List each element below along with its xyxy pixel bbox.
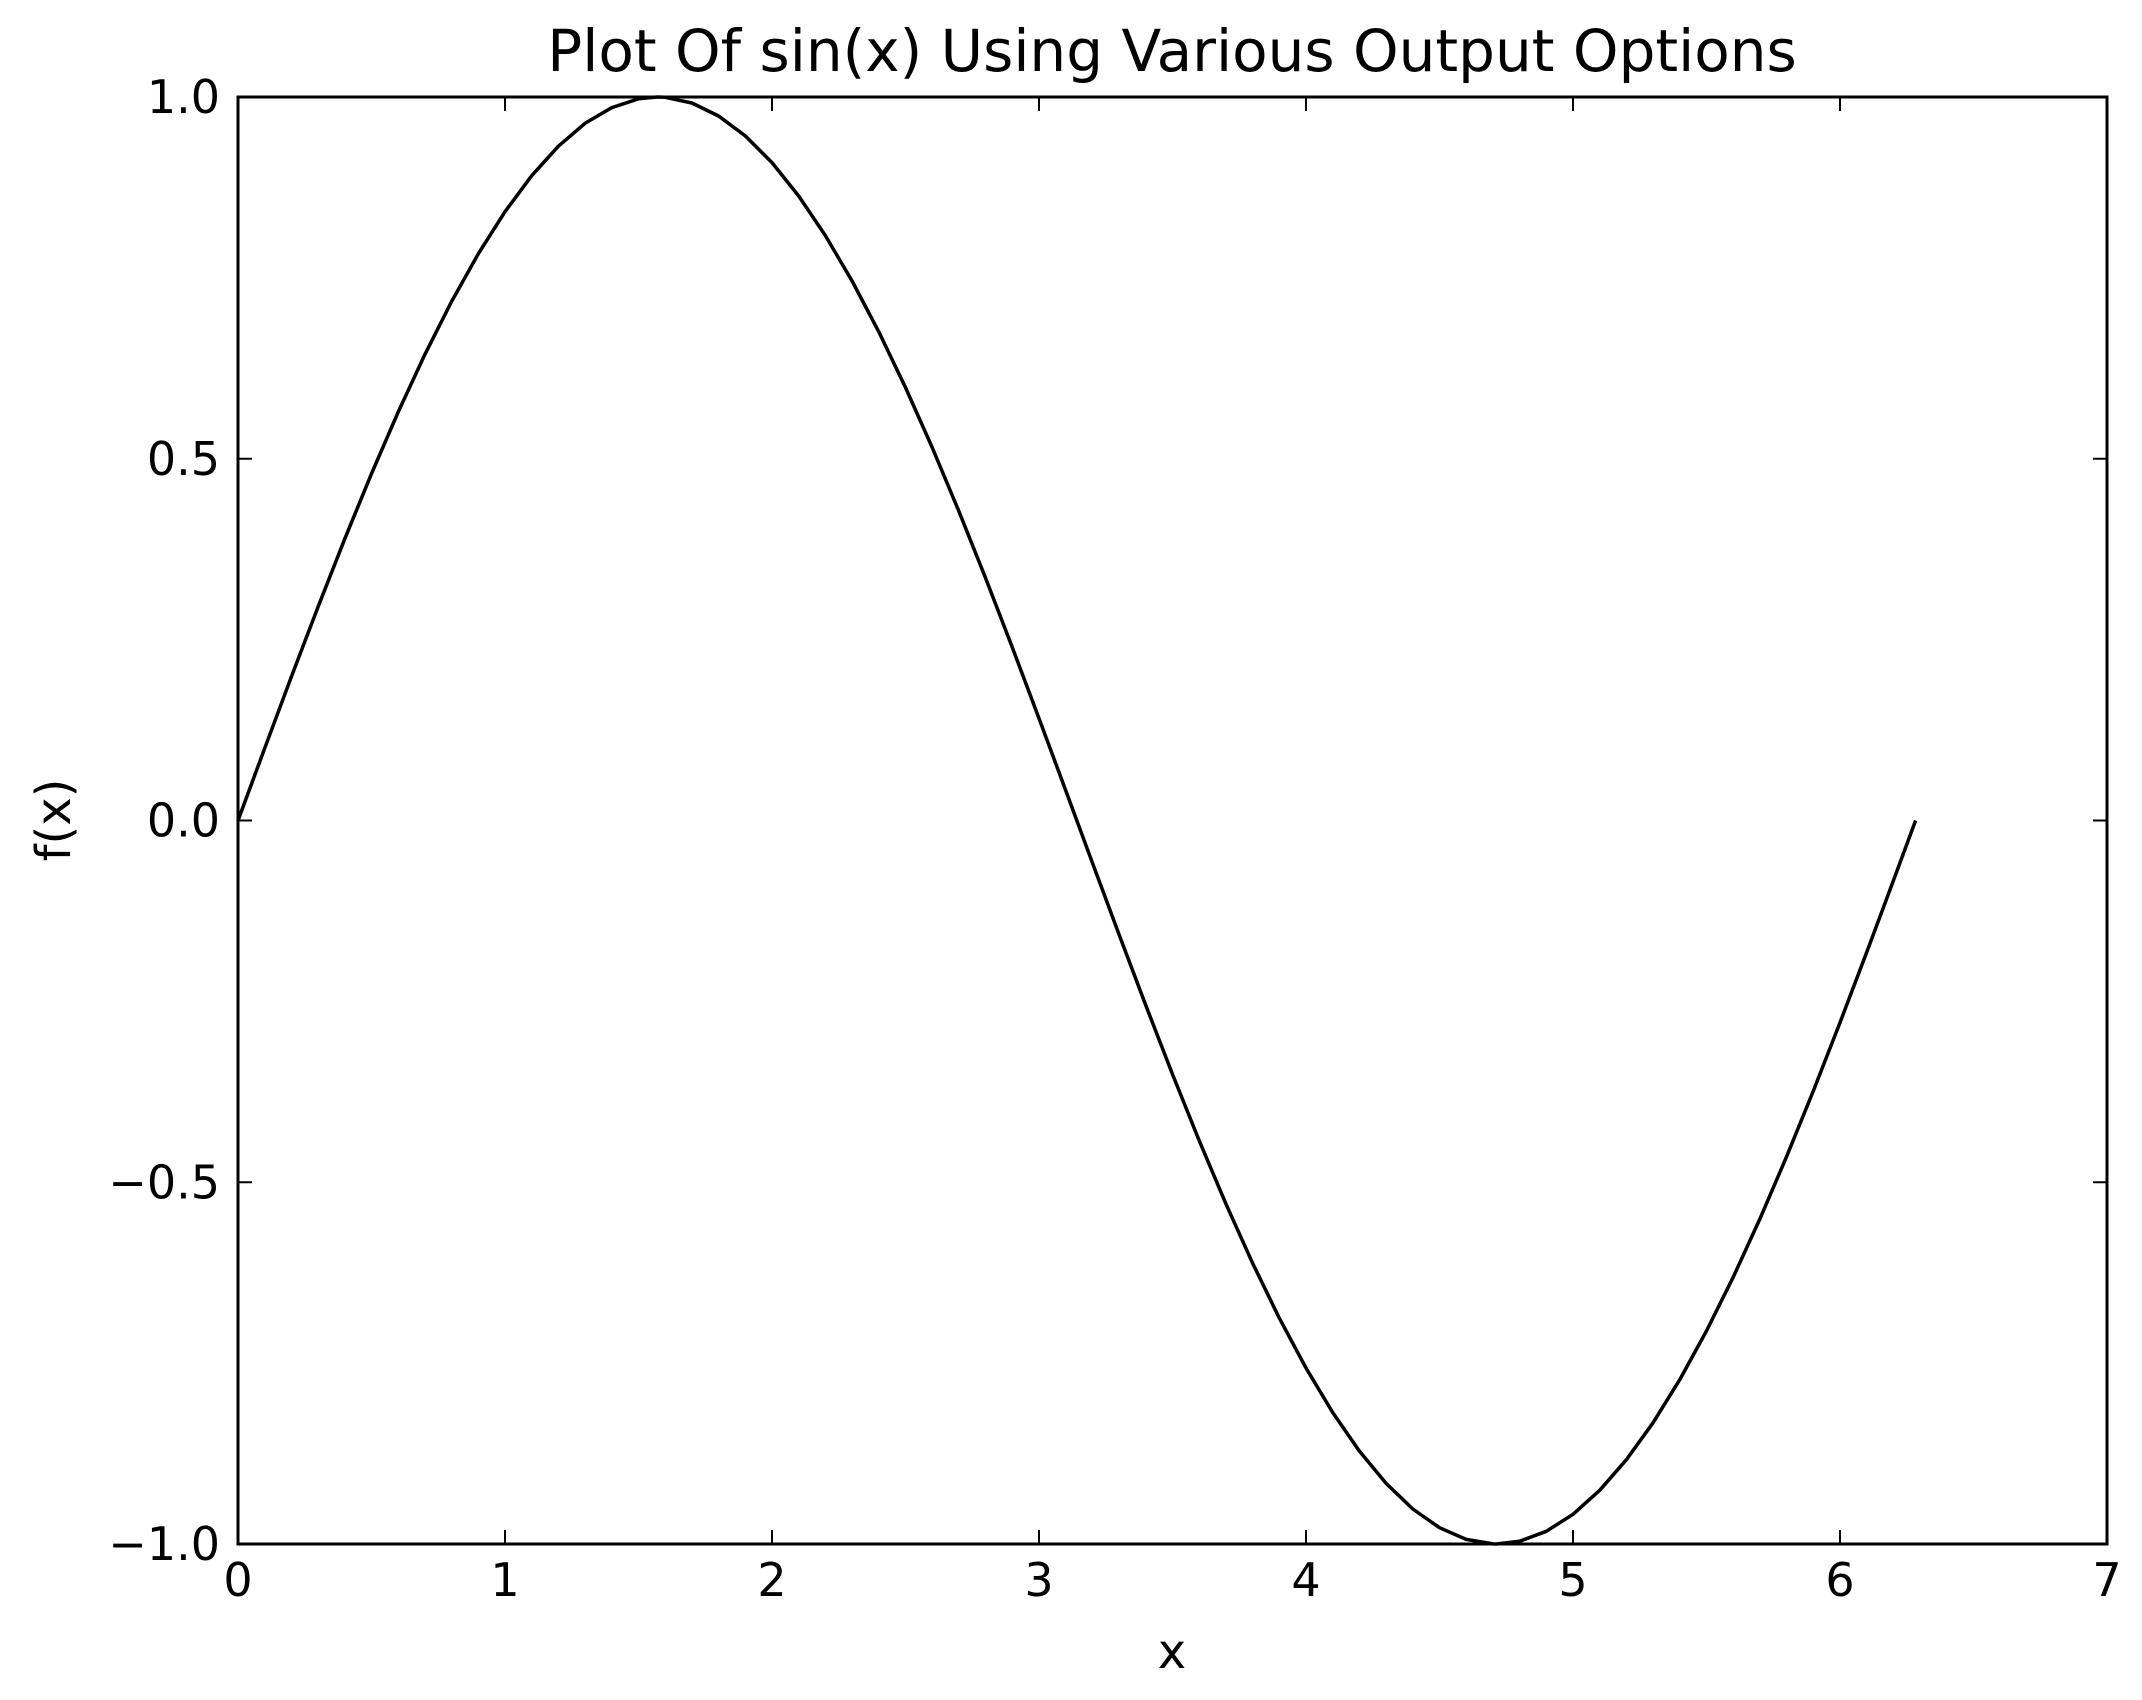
x-tick-label: 3 — [1024, 1553, 1053, 1607]
y-tick-label: −0.5 — [108, 1155, 220, 1209]
y-axis-label: f(x) — [26, 779, 82, 862]
y-tick-label: 0.0 — [147, 794, 220, 848]
y-axis: −1.0 −0.5 0.0 0.5 1.0 — [108, 70, 2107, 1571]
series-line-sin — [236, 95, 1918, 1546]
plot-frame — [236, 95, 2109, 1546]
x-axis-label: x — [1158, 1624, 1186, 1680]
x-tick-label: 2 — [757, 1553, 786, 1607]
x-tick-label: 5 — [1558, 1553, 1587, 1607]
x-tick-label: 4 — [1291, 1553, 1320, 1607]
y-tick-label: −1.0 — [108, 1517, 220, 1571]
x-tick-label: 7 — [2092, 1553, 2121, 1607]
y-tick-label: 1.0 — [147, 70, 220, 124]
x-tick-label: 6 — [1825, 1553, 1854, 1607]
x-tick-label: 0 — [223, 1553, 252, 1607]
chart-title: Plot Of sin(x) Using Various Output Opti… — [547, 17, 1796, 85]
x-tick-label: 1 — [490, 1553, 519, 1607]
x-axis: 0 1 2 3 4 5 6 7 — [223, 97, 2122, 1607]
y-tick-label: 0.5 — [147, 432, 220, 486]
plot-area — [236, 95, 2109, 1546]
